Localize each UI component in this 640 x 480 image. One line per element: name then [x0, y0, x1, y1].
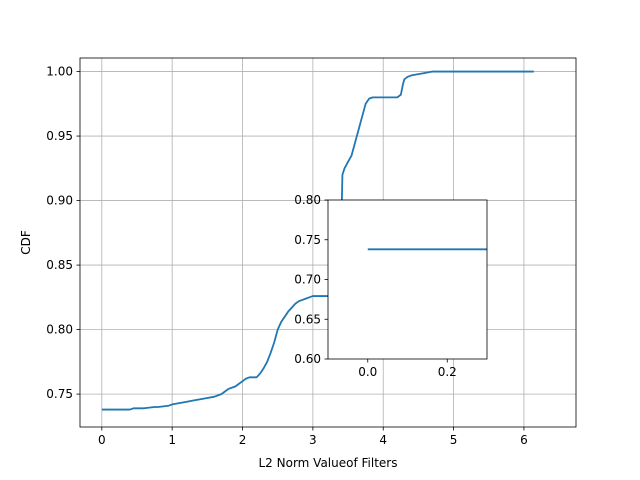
main-x-tick-label: 6 [520, 433, 528, 447]
main-x-tick-label: 2 [239, 433, 247, 447]
main-x-tick-label: 4 [379, 433, 387, 447]
inset-y-tick-label: 0.70 [294, 273, 321, 287]
main-axes-frame [79, 57, 577, 428]
main-x-tick-label: 3 [309, 433, 317, 447]
main-cdf-line [101, 70, 534, 411]
inset-x-tick-label: 0.0 [358, 365, 377, 379]
main-x-tick-label: 0 [98, 433, 106, 447]
inset-background [328, 200, 487, 359]
main-x-tick-label: 5 [450, 433, 458, 447]
x-axis-label: L2 Norm Valueof Filters [259, 456, 398, 470]
y-axis-label: CDF [19, 230, 33, 255]
inset-y-tick-label: 0.65 [294, 312, 321, 326]
main-y-tick-label: 0.75 [46, 387, 73, 401]
inset-x-ticks: 0.0 0.2 [358, 359, 457, 379]
inset-x-tick-label: 0.2 [438, 365, 457, 379]
main-y-tick-label: 1.00 [46, 65, 73, 79]
main-y-tick-label: 0.85 [46, 258, 73, 272]
inset-y-ticks: 0.60 0.65 0.70 0.75 0.80 [294, 193, 328, 366]
inset-y-tick-label: 0.60 [294, 352, 321, 366]
main-x-tick-label: 1 [168, 433, 176, 447]
main-x-ticks: 0 1 2 3 4 5 6 [98, 427, 528, 447]
inset-y-tick-label: 0.75 [294, 233, 321, 247]
inset-axes: 0.0 0.2 0.60 0.65 0.70 0.75 0.80 [294, 193, 488, 379]
main-y-ticks: 0.75 0.80 0.85 0.90 0.95 1.00 [46, 65, 80, 401]
main-y-tick-label: 0.90 [46, 194, 73, 208]
main-y-tick-label: 0.80 [46, 323, 73, 337]
inset-y-tick-label: 0.80 [294, 193, 321, 207]
main-y-tick-label: 0.95 [46, 129, 73, 143]
